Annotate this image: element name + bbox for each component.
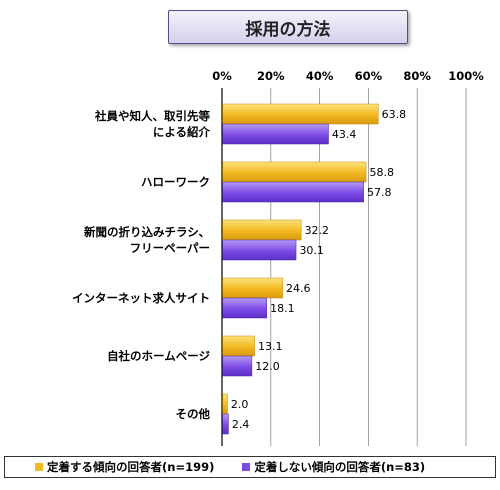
bar-series-2 <box>222 297 268 319</box>
bar-series-1 <box>222 161 367 183</box>
data-label: 18.1 <box>270 302 295 315</box>
bar-series-2 <box>222 239 297 261</box>
legend: 定着する傾向の回答者(n=199) 定着しない傾向の回答者(n=83) <box>4 456 496 478</box>
data-label: 2.0 <box>231 398 249 411</box>
data-label: 32.2 <box>305 224 330 237</box>
category-label: インターネット求人サイト <box>72 291 210 305</box>
category-label: ハローワーク <box>141 175 210 189</box>
legend-swatch-series-1 <box>35 463 43 471</box>
legend-label-series-2: 定着しない傾向の回答者(n=83) <box>254 460 426 474</box>
legend-swatch-series-2 <box>242 463 251 471</box>
data-label: 58.8 <box>369 166 394 179</box>
category-label: フリーペーパー <box>130 241 210 255</box>
data-label: 2.4 <box>232 418 250 431</box>
data-label: 63.8 <box>382 108 407 121</box>
data-label: 13.1 <box>258 340 283 353</box>
bar-series-2 <box>222 181 364 203</box>
x-tick-label: 40% <box>306 69 334 83</box>
x-tick-label: 20% <box>257 69 285 83</box>
bar-series-1 <box>222 277 283 299</box>
chart-title: 採用の方法 <box>168 10 408 44</box>
category-label: その他 <box>176 407 211 421</box>
bar-series-2 <box>222 413 229 435</box>
bar-series-1 <box>222 335 255 357</box>
category-label: 新聞の折り込みチラシ、 <box>84 225 210 239</box>
category-label: 自社のホームページ <box>107 349 210 363</box>
bar-series-1 <box>222 393 228 415</box>
legend-label-series-1: 定着する傾向の回答者(n=199) <box>47 460 215 474</box>
data-label: 57.8 <box>367 186 392 199</box>
x-tick-label: 0% <box>212 69 232 83</box>
x-tick-label: 80% <box>403 69 431 83</box>
x-tick-label: 60% <box>355 69 383 83</box>
bar-series-2 <box>222 355 253 377</box>
legend-item-series-1: 定着する傾向の回答者(n=199) <box>35 459 214 475</box>
data-label: 30.1 <box>299 244 324 257</box>
data-label: 43.4 <box>332 128 357 141</box>
x-tick-label: 100% <box>448 69 484 83</box>
legend-item-series-2: 定着しない傾向の回答者(n=83) <box>242 459 425 475</box>
bar-series-1 <box>222 103 379 125</box>
bar-series-1 <box>222 219 302 241</box>
bar-series-2 <box>222 123 329 145</box>
category-label: 社員や知人、取引先等 <box>94 109 210 123</box>
category-label: による紹介 <box>153 125 211 139</box>
data-label: 24.6 <box>286 282 311 295</box>
data-label: 12.0 <box>255 360 280 373</box>
